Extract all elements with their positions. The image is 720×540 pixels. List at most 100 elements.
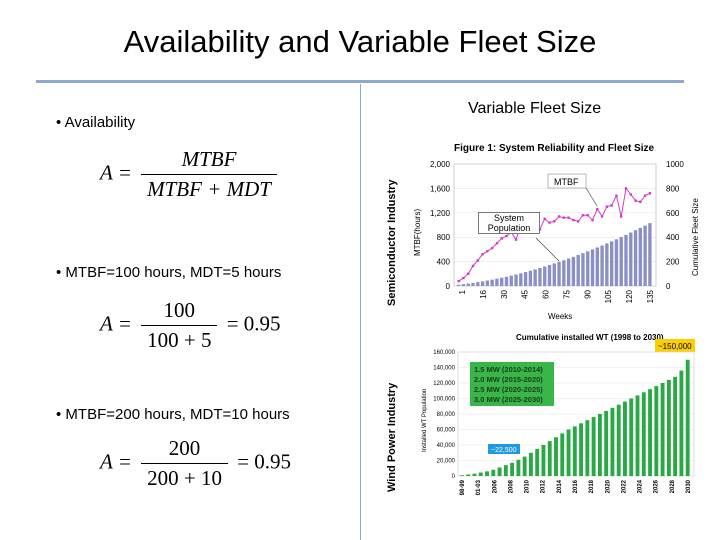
mtbf-point: [514, 238, 518, 241]
population-bar: [500, 277, 504, 286]
installed-wt-bar: [666, 379, 671, 476]
population-bar: [547, 265, 552, 286]
x-tick-label: 75: [562, 289, 571, 298]
x-tick-label: 45: [521, 289, 530, 298]
chart-installed-wt: Cumulative installed WT (1998 to 2030) I…: [422, 333, 695, 495]
slide-title: Availability and Variable Fleet Size: [123, 24, 597, 59]
annotation-box: [655, 339, 695, 352]
population-bar: [552, 263, 556, 286]
mtbf-point: [591, 218, 594, 222]
installed-wt-bar: [579, 423, 584, 476]
y-right-tick-label: 600: [666, 209, 680, 218]
x-tick-label: 2006: [492, 479, 498, 493]
formula-fraction: 100 100 + 5: [141, 298, 218, 353]
installed-wt-bar: [485, 471, 489, 476]
y-right-tick-label: 800: [666, 184, 680, 193]
installed-wt-bar: [685, 359, 690, 476]
y-right-tick-label: 0: [666, 282, 671, 291]
y-tick-label: 1,600: [430, 184, 451, 193]
formula-example-2: A = 200 200 + 10 = 0.95: [100, 436, 291, 491]
population-bar: [461, 284, 466, 286]
y-right-tick-label: 200: [666, 258, 680, 267]
formula-numerator: 200: [141, 436, 228, 464]
installed-wt-bar: [648, 389, 652, 476]
x-tick-label: 2016: [573, 479, 579, 493]
installed-wt-bar: [554, 437, 558, 476]
chart-title: Cumulative installed WT (1998 to 2030): [516, 333, 664, 342]
x-tick-label: 1: [458, 289, 467, 294]
x-tick-label: 2026: [654, 479, 660, 493]
population-bar: [533, 269, 537, 286]
installed-wt-bar: [616, 404, 621, 476]
y-tick-label: 20,000: [437, 459, 456, 465]
x-tick-label: 2012: [541, 479, 547, 493]
mtbf-point: [467, 272, 470, 275]
legend-box: [470, 362, 554, 406]
y-tick-label: 400: [437, 258, 451, 267]
y-tick-label: 160,000: [433, 350, 455, 356]
bullet-availability: • Availability: [56, 114, 136, 131]
formula-denominator: 200 + 10: [147, 466, 222, 490]
legend-entry: 1.5 MW (2010-2014): [474, 365, 543, 374]
population-bar: [528, 270, 533, 286]
mtbf-point: [610, 204, 613, 207]
column-divider: [360, 84, 361, 540]
population-bar: [514, 274, 518, 286]
x-tick-label: 135: [646, 289, 655, 303]
mtbf-point: [600, 215, 604, 218]
installed-wt-bar: [566, 429, 571, 476]
y-tick-label: 2,000: [430, 160, 451, 169]
installed-wt-bar: [547, 441, 552, 476]
mtbf-point: [500, 237, 503, 240]
population-bar: [638, 227, 643, 286]
installed-wt-bar: [516, 459, 521, 476]
installed-wt-bar: [466, 474, 471, 476]
y-axis-label: Installed WT Population: [422, 389, 428, 452]
population-bar: [586, 251, 590, 286]
formula-denominator: 100 + 5: [147, 328, 212, 352]
installed-wt-bar: [472, 473, 477, 476]
x-tick-label: 2008: [508, 479, 514, 493]
mtbf-point: [620, 215, 623, 218]
label-semiconductor: Semiconductor Industry: [386, 179, 398, 306]
population-bar: [485, 280, 490, 286]
population-bar: [643, 225, 647, 286]
population-bar: [605, 243, 609, 286]
installed-wt-bar: [629, 398, 634, 476]
mtbf-point: [615, 194, 618, 197]
mtbf-point: [495, 242, 499, 245]
y-axis-label: MTBF(hours): [413, 209, 422, 256]
x-tick-label: 105: [604, 289, 613, 303]
mtbf-point: [648, 192, 652, 195]
mtbf-point: [471, 264, 475, 268]
formula-result: = 0.95: [237, 449, 292, 474]
y-tick-label: 80,000: [437, 412, 456, 418]
annotation-arrow: [585, 187, 598, 207]
installed-wt-bar: [610, 407, 615, 476]
population-bar: [543, 266, 547, 286]
formula-denominator: MTBF + MDT: [147, 177, 271, 201]
population-bar: [523, 272, 528, 286]
annotation-arrow: [535, 237, 560, 262]
bullet-example-1: • MTBF=100 hours, MDT=5 hours: [56, 264, 282, 281]
mtbf-point: [476, 259, 479, 262]
population-bar: [466, 283, 470, 286]
y-tick-label: 0: [446, 282, 451, 291]
population-bar: [590, 249, 595, 286]
installed-wt-bar: [522, 456, 527, 476]
installed-wt-bar: [535, 448, 540, 476]
installed-wt-bar: [541, 445, 546, 476]
y-tick-label: 0: [452, 474, 456, 480]
y-tick-label: 60,000: [437, 428, 456, 434]
mtbf-point: [586, 214, 589, 217]
formula-lhs: A =: [100, 160, 132, 185]
installed-wt-bar: [528, 452, 533, 476]
title-divider: [36, 80, 684, 83]
formula-numerator: MTBF: [141, 147, 277, 175]
installed-wt-bar: [478, 472, 483, 476]
population-bar: [476, 282, 480, 286]
mtbf-point: [462, 276, 465, 280]
x-tick-label: 01-03: [476, 479, 482, 495]
x-tick-label: 98-99: [460, 479, 466, 495]
formula-numerator: 100: [141, 298, 218, 326]
